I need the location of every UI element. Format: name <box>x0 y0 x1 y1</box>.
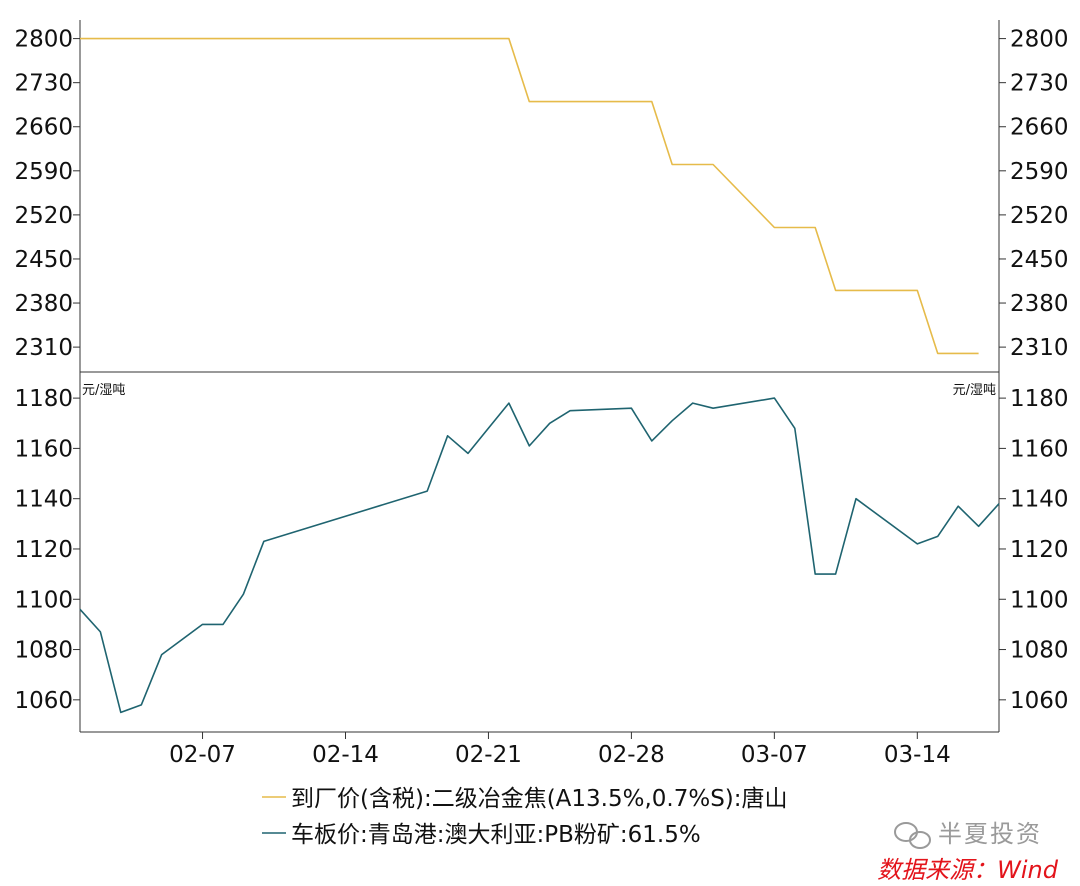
x-tick-label: 02-28 <box>598 742 665 768</box>
x-tick-label: 03-07 <box>741 742 808 768</box>
y-tick-label-left: 2660 <box>14 115 73 141</box>
y-tick-label-right: 2590 <box>1010 159 1069 185</box>
legend-label-coke: 到厂价(含税):二级冶金焦(A13.5%,0.7%S):唐山 <box>291 786 788 812</box>
series-line-coke <box>80 37 979 355</box>
watermark-text: 半夏投资 <box>938 820 1042 848</box>
y-tick-label-left: 1180 <box>14 386 73 412</box>
bottom-y-axis-ticks: 1180 1180 1160 1160 1140 1140 1120 1120 1100 1100… <box>14 386 1068 714</box>
top-y-axis-ticks: 2800 2800 2730 2730 2660 2660 2590 2590 2520 2520… <box>14 27 1068 362</box>
y-tick-label-left: 1140 <box>14 487 73 513</box>
chart-frame <box>79 20 1000 733</box>
y-tick-label-right: 1060 <box>1010 688 1069 714</box>
y-tick-label-right: 2520 <box>1010 203 1069 229</box>
y-tick-label-right: 2450 <box>1010 247 1069 273</box>
x-axis-ticks: 02-07 02-14 02-21 02-28 03-07 03-14 <box>169 732 951 768</box>
y-tick-label-left: 2450 <box>14 247 73 273</box>
unit-label-left: 元/湿吨 <box>82 383 125 398</box>
series-line-ore <box>79 397 1000 714</box>
watermark: 半夏投资 <box>894 820 1042 849</box>
y-tick-label-left: 2590 <box>14 159 73 185</box>
y-tick-label-right: 1180 <box>1010 386 1069 412</box>
y-tick-label-left: 2520 <box>14 203 73 229</box>
x-tick-label: 02-21 <box>455 742 522 768</box>
y-tick-label-right: 1100 <box>1010 587 1069 613</box>
y-tick-label-left: 1120 <box>14 537 73 563</box>
y-tick-label-left: 1060 <box>14 688 73 714</box>
y-tick-label-left: 2310 <box>14 335 73 361</box>
y-tick-label-right: 2730 <box>1010 71 1069 97</box>
y-tick-label-left: 1100 <box>14 587 73 613</box>
y-tick-label-left: 1080 <box>14 638 73 664</box>
source-label: 数据来源：Wind <box>877 856 1059 884</box>
x-tick-label: 02-14 <box>312 742 379 768</box>
y-tick-label-right: 2380 <box>1010 291 1069 317</box>
unit-label-right: 元/湿吨 <box>953 383 996 398</box>
x-tick-label: 02-07 <box>169 742 236 768</box>
y-tick-label-left: 2380 <box>14 291 73 317</box>
y-tick-label-right: 1160 <box>1010 436 1069 462</box>
wechat-icon <box>894 822 931 849</box>
y-tick-label-left: 2800 <box>14 27 73 53</box>
series-layer <box>79 37 1000 714</box>
y-tick-label-right: 2660 <box>1010 115 1069 141</box>
y-tick-label-right: 2310 <box>1010 335 1069 361</box>
y-tick-label-right: 2800 <box>1010 27 1069 53</box>
y-tick-label-left: 2730 <box>14 71 73 97</box>
y-tick-label-right: 1080 <box>1010 638 1069 664</box>
x-tick-label: 03-14 <box>884 742 951 768</box>
y-tick-label-right: 1120 <box>1010 537 1069 563</box>
y-tick-label-right: 1140 <box>1010 487 1069 513</box>
legend-label-ore: 车板价:青岛港:澳大利亚:PB粉矿:61.5% <box>291 822 701 848</box>
y-tick-label-left: 1160 <box>14 436 73 462</box>
legend: 到厂价(含税):二级冶金焦(A13.5%,0.7%S):唐山 车板价:青岛港:澳… <box>262 786 788 848</box>
